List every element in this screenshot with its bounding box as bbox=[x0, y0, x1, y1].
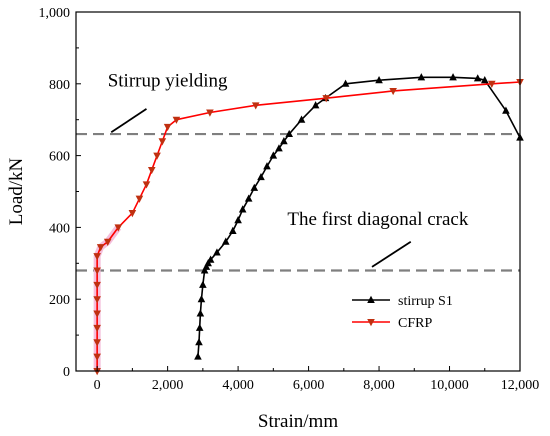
x-tick-label-5: 8,000 bbox=[363, 378, 395, 393]
series-1-point-30 bbox=[449, 73, 457, 81]
series-1-point-22 bbox=[280, 137, 288, 145]
y-tick-label-4: 600 bbox=[49, 150, 70, 165]
series-1-point-25 bbox=[311, 101, 320, 109]
series-1-point-6 bbox=[199, 280, 207, 288]
y-tick-label-3: 400 bbox=[49, 221, 70, 236]
annotation-pointer-2 bbox=[371, 241, 412, 268]
series-2-point-7 bbox=[93, 281, 101, 290]
y-tick-label-1: 0 bbox=[63, 365, 70, 380]
series-1-point-14 bbox=[234, 216, 242, 224]
annotation-2: The first diagonal crack bbox=[287, 209, 468, 230]
series-1-point-15 bbox=[238, 205, 247, 213]
y-tick-label-2: 200 bbox=[49, 293, 70, 308]
series-1-point-31 bbox=[473, 74, 482, 82]
series-2-point-25 bbox=[488, 80, 496, 88]
series-1-point-20 bbox=[269, 151, 278, 159]
series-2-point-19 bbox=[163, 123, 172, 132]
series-1-point-23 bbox=[285, 129, 293, 138]
x-tick-label-7: 12,000 bbox=[501, 378, 540, 393]
y-tick-label-5: 800 bbox=[49, 78, 70, 93]
series-line-1 bbox=[197, 76, 521, 357]
series-1-point-27 bbox=[341, 79, 350, 87]
series-1-point-16 bbox=[244, 194, 253, 202]
series-2-point-24 bbox=[389, 87, 397, 96]
series-2-point-14 bbox=[135, 195, 144, 203]
series-2-point-21 bbox=[206, 109, 214, 117]
y-axis-label: Load/kN bbox=[6, 157, 27, 225]
series-2-point-6 bbox=[93, 296, 101, 304]
x-tick-label-6: 10,000 bbox=[430, 378, 469, 393]
x-tick-label-1: 0 bbox=[94, 378, 101, 393]
legend-label-2: CFRP bbox=[398, 316, 432, 331]
annotation-1: Stirrup yielding bbox=[108, 70, 228, 91]
series-2-point-13 bbox=[128, 210, 137, 218]
series-2-point-20 bbox=[172, 116, 181, 124]
x-tick-label-3: 4,000 bbox=[222, 378, 254, 393]
series-1-point-1 bbox=[194, 352, 202, 360]
series-2-point-11 bbox=[103, 238, 112, 246]
series-2-point-17 bbox=[153, 152, 161, 160]
y-tick-label-6: 1,000 bbox=[39, 6, 71, 21]
series-1-point-4 bbox=[196, 309, 205, 317]
series-1-point-11 bbox=[213, 248, 221, 256]
annotation-pointer-1 bbox=[110, 108, 147, 134]
x-tick-label-4: 6,000 bbox=[293, 378, 325, 393]
series-2-point-3 bbox=[93, 339, 101, 347]
series-1-point-32 bbox=[480, 76, 489, 84]
legend-label-1: stirrup S1 bbox=[398, 294, 453, 309]
series-1-point-12 bbox=[221, 237, 230, 245]
x-axis-label: Strain/mm bbox=[258, 411, 338, 432]
series-1-point-19 bbox=[263, 162, 271, 170]
series-2-point-8 bbox=[93, 267, 101, 275]
series-1-point-29 bbox=[417, 73, 426, 81]
series-2-point-12 bbox=[114, 224, 123, 232]
series-2-point-4 bbox=[93, 324, 101, 333]
series-2-point-16 bbox=[147, 166, 156, 175]
series-2-point-5 bbox=[93, 310, 101, 318]
series-1-point-3 bbox=[195, 323, 204, 331]
series-1-point-5 bbox=[197, 295, 206, 303]
series-1-point-13 bbox=[229, 226, 237, 234]
series-1-point-21 bbox=[275, 144, 283, 152]
x-tick-label-2: 2,000 bbox=[152, 378, 184, 393]
series-2-point-23 bbox=[322, 95, 330, 103]
series-1-point-17 bbox=[250, 183, 259, 191]
series-2-point-9 bbox=[93, 253, 101, 261]
legend-marker-1 bbox=[367, 295, 375, 303]
series-1-point-33 bbox=[502, 106, 510, 114]
series-2-point-2 bbox=[93, 353, 101, 361]
series-2-point-15 bbox=[142, 181, 151, 189]
series-1-point-2 bbox=[195, 338, 203, 346]
series-2-point-10 bbox=[96, 244, 105, 252]
series-1-point-10 bbox=[206, 255, 215, 263]
series-1-point-28 bbox=[375, 76, 383, 84]
legend-marker-2 bbox=[367, 319, 375, 327]
series-2-point-18 bbox=[158, 138, 167, 146]
series-1-point-18 bbox=[257, 172, 265, 181]
series-2-point-22 bbox=[251, 102, 260, 110]
series-1-point-24 bbox=[297, 115, 306, 123]
